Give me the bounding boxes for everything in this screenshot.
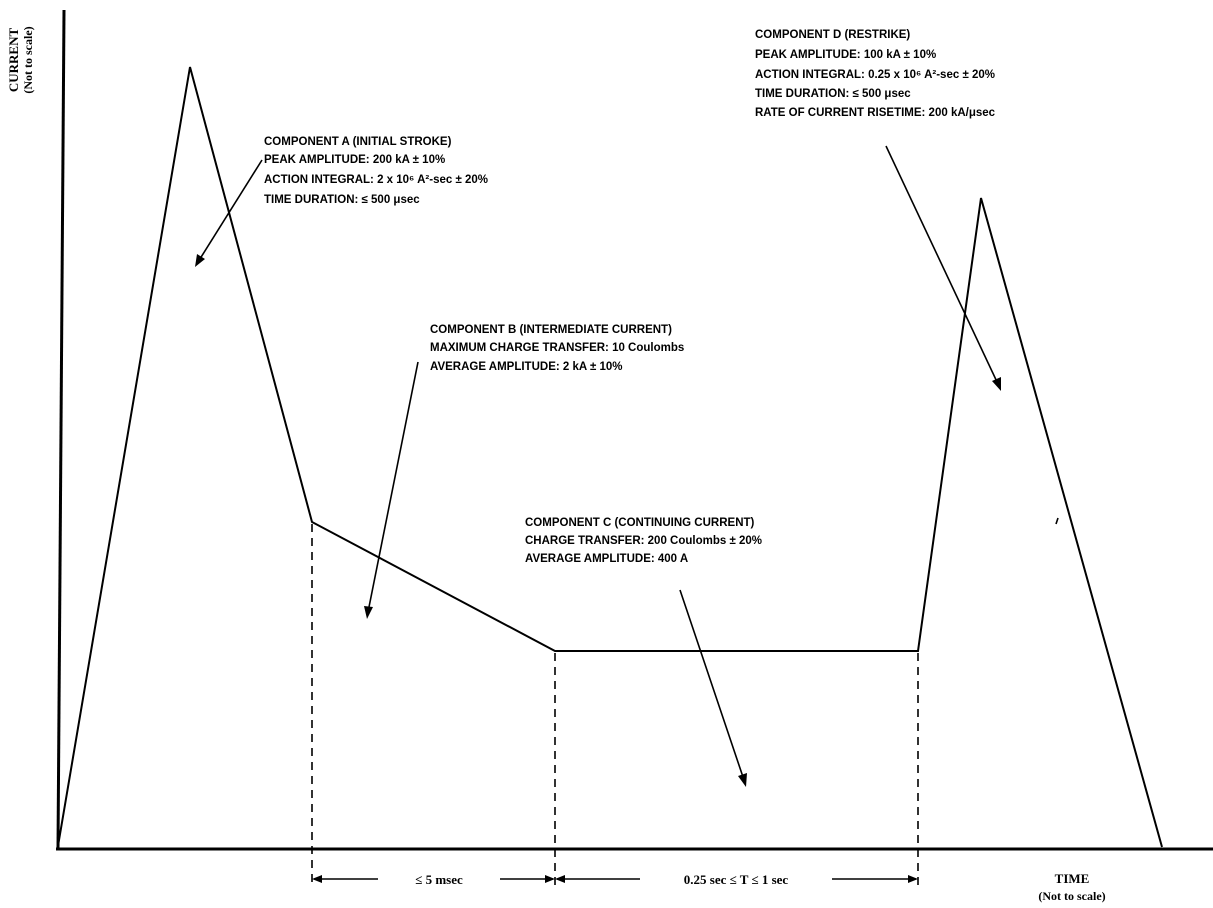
pointer-arrow-a bbox=[195, 159, 263, 267]
x-axis-subtitle: (Not to scale) bbox=[1038, 889, 1105, 903]
component-a-peak: PEAK AMPLITUDE: 200 kA ± 10% bbox=[264, 154, 445, 166]
pointer-arrow-d bbox=[885, 145, 1001, 391]
component-d-action-integral: ACTION INTEGRAL: 0.25 x 10⁶ A²-sec ± 20% bbox=[755, 69, 995, 81]
component-a-duration: TIME DURATION: ≤ 500 μsec bbox=[264, 194, 420, 206]
component-a-callout: COMPONENT A (INITIAL STROKE) PEAK AMPLIT… bbox=[264, 136, 491, 206]
component-c-charge: CHARGE TRANSFER: 200 Coulombs ± 20% bbox=[525, 535, 762, 547]
interval-c-label: 0.25 sec ≤ T ≤ 1 sec bbox=[684, 872, 789, 887]
component-b-callout: COMPONENT B (INTERMEDIATE CURRENT) MAXIM… bbox=[430, 324, 687, 373]
current-waveform bbox=[57, 66, 1163, 848]
component-d-duration: TIME DURATION: ≤ 500 μsec bbox=[755, 88, 911, 100]
component-b-amplitude: AVERAGE AMPLITUDE: 2 kA ± 10% bbox=[430, 361, 622, 373]
y-axis-subtitle: (Not to scale) bbox=[21, 26, 35, 93]
y-axis-title: CURRENT bbox=[6, 28, 21, 93]
component-a-action-integral: ACTION INTEGRAL: 2 x 10⁶ A²-sec ± 20% bbox=[264, 174, 488, 186]
component-c-title: COMPONENT C (CONTINUING CURRENT) bbox=[525, 517, 755, 529]
component-a-title: COMPONENT A (INITIAL STROKE) bbox=[264, 136, 452, 148]
x-axis-title: TIME bbox=[1055, 871, 1090, 886]
component-d-title: COMPONENT D (RESTRIKE) bbox=[755, 29, 910, 41]
component-b-charge: MAXIMUM CHARGE TRANSFER: 10 Coulombs bbox=[430, 342, 684, 354]
component-c-amplitude: AVERAGE AMPLITUDE: 400 A bbox=[525, 553, 688, 565]
component-d-risetime: RATE OF CURRENT RISETIME: 200 kA/μsec bbox=[755, 107, 996, 119]
component-d-peak: PEAK AMPLITUDE: 100 kA ± 10% bbox=[755, 49, 936, 61]
pointer-arrow-b bbox=[364, 361, 419, 619]
scan-mark bbox=[1055, 517, 1059, 525]
interval-b-dimension: ≤ 5 msec bbox=[312, 872, 555, 887]
pointer-arrow-c bbox=[679, 589, 747, 787]
component-c-callout: COMPONENT C (CONTINUING CURRENT) CHARGE … bbox=[525, 517, 765, 565]
component-b-title: COMPONENT B (INTERMEDIATE CURRENT) bbox=[430, 324, 672, 336]
y-axis bbox=[56, 9, 66, 849]
y-axis-label: CURRENT (Not to scale) bbox=[6, 26, 35, 93]
component-d-callout: COMPONENT D (RESTRIKE) PEAK AMPLITUDE: 1… bbox=[755, 29, 998, 119]
interval-b-label: ≤ 5 msec bbox=[415, 872, 463, 887]
interval-c-dimension: 0.25 sec ≤ T ≤ 1 sec bbox=[555, 872, 918, 887]
